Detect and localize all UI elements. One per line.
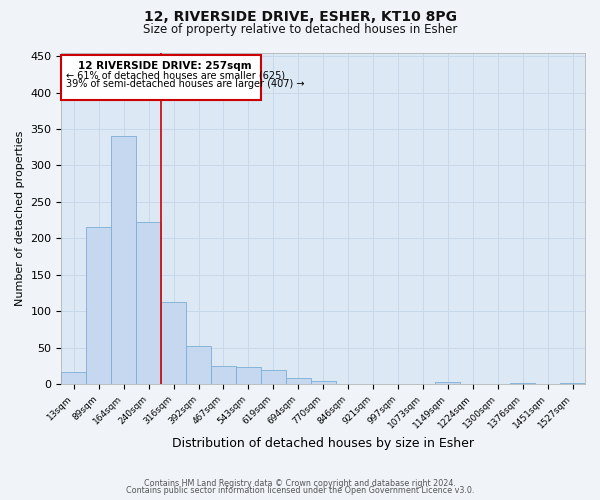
Text: 12, RIVERSIDE DRIVE, ESHER, KT10 8PG: 12, RIVERSIDE DRIVE, ESHER, KT10 8PG (143, 10, 457, 24)
Bar (161, 302, 186, 384)
Bar (510, 382, 535, 384)
Bar (311, 380, 335, 384)
Y-axis label: Number of detached properties: Number of detached properties (15, 130, 25, 306)
Bar (211, 366, 236, 384)
Bar (61, 54, 261, 100)
Bar (61, 372, 86, 384)
Text: 39% of semi-detached houses are larger (407) →: 39% of semi-detached houses are larger (… (67, 80, 305, 90)
Bar (136, 222, 161, 384)
Bar (286, 378, 311, 384)
Text: Contains HM Land Registry data © Crown copyright and database right 2024.: Contains HM Land Registry data © Crown c… (144, 478, 456, 488)
Bar (186, 346, 211, 384)
Text: ← 61% of detached houses are smaller (625): ← 61% of detached houses are smaller (62… (67, 70, 286, 81)
Text: 12 RIVERSIDE DRIVE: 257sqm: 12 RIVERSIDE DRIVE: 257sqm (78, 60, 251, 70)
Bar (560, 382, 585, 384)
Text: Size of property relative to detached houses in Esher: Size of property relative to detached ho… (143, 22, 457, 36)
Bar (111, 136, 136, 384)
Bar (436, 382, 460, 384)
X-axis label: Distribution of detached houses by size in Esher: Distribution of detached houses by size … (172, 437, 474, 450)
Bar (236, 366, 261, 384)
Bar (261, 370, 286, 384)
Text: Contains public sector information licensed under the Open Government Licence v3: Contains public sector information licen… (126, 486, 474, 495)
Bar (86, 228, 111, 384)
